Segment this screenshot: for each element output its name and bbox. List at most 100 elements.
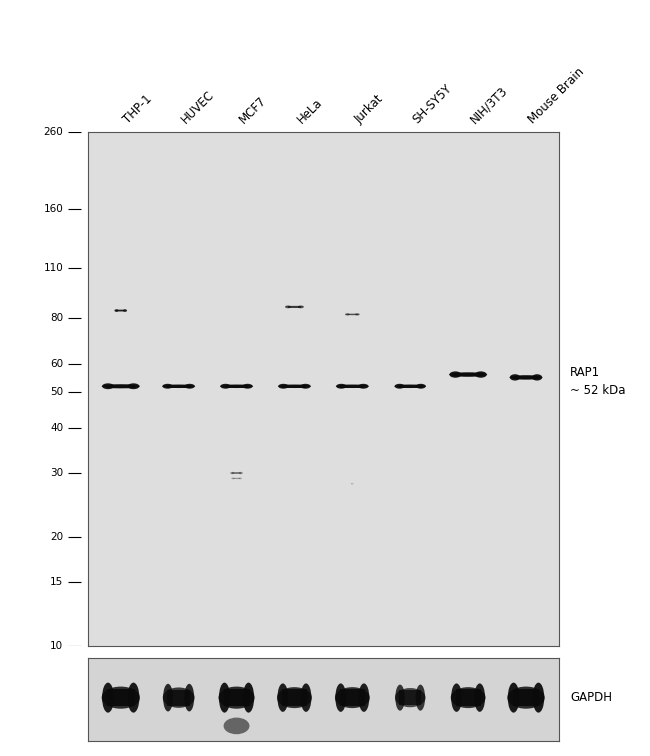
Ellipse shape xyxy=(450,687,486,708)
Text: HUVEC: HUVEC xyxy=(179,88,216,125)
Ellipse shape xyxy=(101,384,140,389)
Ellipse shape xyxy=(185,684,194,711)
Ellipse shape xyxy=(358,384,369,389)
Ellipse shape xyxy=(220,384,231,389)
Ellipse shape xyxy=(532,683,544,713)
Ellipse shape xyxy=(475,371,487,378)
Ellipse shape xyxy=(114,309,127,311)
Bar xyxy=(398,385,422,388)
Text: MCF7: MCF7 xyxy=(237,94,268,125)
Text: 160: 160 xyxy=(44,204,63,214)
Ellipse shape xyxy=(416,384,426,389)
Ellipse shape xyxy=(345,314,359,315)
Bar xyxy=(167,689,190,705)
Bar xyxy=(225,385,248,388)
Bar xyxy=(232,472,241,474)
Ellipse shape xyxy=(230,472,243,474)
Ellipse shape xyxy=(285,305,304,308)
Ellipse shape xyxy=(231,478,242,479)
Ellipse shape xyxy=(359,683,369,712)
Bar xyxy=(107,385,135,388)
Bar xyxy=(287,306,302,308)
Bar xyxy=(347,314,358,315)
Ellipse shape xyxy=(395,385,426,388)
Ellipse shape xyxy=(185,384,195,389)
Text: 40: 40 xyxy=(50,423,63,432)
Ellipse shape xyxy=(285,305,291,308)
Ellipse shape xyxy=(102,683,114,713)
Bar xyxy=(107,689,135,706)
Ellipse shape xyxy=(355,313,359,315)
Ellipse shape xyxy=(278,683,288,712)
Text: RAP1
~ 52 kDa: RAP1 ~ 52 kDa xyxy=(570,366,625,397)
Text: 80: 80 xyxy=(50,313,63,324)
Ellipse shape xyxy=(335,687,370,708)
Ellipse shape xyxy=(277,687,312,708)
Ellipse shape xyxy=(278,384,289,389)
Ellipse shape xyxy=(219,683,230,713)
Ellipse shape xyxy=(532,374,542,380)
Ellipse shape xyxy=(220,385,253,388)
Ellipse shape xyxy=(163,684,173,711)
Ellipse shape xyxy=(351,483,352,485)
Text: 50: 50 xyxy=(50,387,63,398)
Ellipse shape xyxy=(508,683,519,713)
Bar xyxy=(233,478,240,479)
Ellipse shape xyxy=(395,685,405,711)
Text: SH-SY5Y: SH-SY5Y xyxy=(410,82,454,125)
Bar xyxy=(282,689,307,706)
Text: 260: 260 xyxy=(44,127,63,138)
Ellipse shape xyxy=(162,385,195,388)
Ellipse shape xyxy=(474,683,485,712)
Bar xyxy=(352,484,353,485)
Ellipse shape xyxy=(336,385,369,388)
Ellipse shape xyxy=(230,472,234,474)
Ellipse shape xyxy=(300,683,311,712)
Ellipse shape xyxy=(162,384,173,389)
Bar xyxy=(454,373,482,376)
Ellipse shape xyxy=(123,309,127,312)
Ellipse shape xyxy=(218,686,255,708)
Bar xyxy=(341,385,364,388)
Ellipse shape xyxy=(449,372,488,377)
Text: 60: 60 xyxy=(50,358,63,369)
Ellipse shape xyxy=(353,483,354,485)
Bar xyxy=(166,385,190,388)
Bar xyxy=(513,689,540,706)
Bar xyxy=(399,690,421,705)
Text: THP-1: THP-1 xyxy=(121,92,155,125)
Text: 20: 20 xyxy=(50,532,63,542)
Bar xyxy=(224,689,250,706)
Ellipse shape xyxy=(510,374,520,380)
Ellipse shape xyxy=(224,717,250,734)
Ellipse shape xyxy=(508,686,545,708)
Ellipse shape xyxy=(162,687,194,708)
Ellipse shape xyxy=(239,472,242,474)
Text: 110: 110 xyxy=(44,263,63,273)
Ellipse shape xyxy=(278,385,311,388)
Bar xyxy=(283,385,306,388)
Ellipse shape xyxy=(243,683,254,713)
Ellipse shape xyxy=(336,384,346,389)
Ellipse shape xyxy=(335,683,346,712)
Text: GAPDH: GAPDH xyxy=(570,691,612,704)
Text: HeLa: HeLa xyxy=(294,96,324,125)
Ellipse shape xyxy=(231,477,235,479)
Bar xyxy=(456,689,480,706)
Ellipse shape xyxy=(451,683,462,712)
Ellipse shape xyxy=(300,384,311,389)
Ellipse shape xyxy=(114,309,118,312)
Ellipse shape xyxy=(102,383,114,389)
Ellipse shape xyxy=(510,375,543,380)
Ellipse shape xyxy=(127,383,139,389)
Ellipse shape xyxy=(351,483,354,485)
Ellipse shape xyxy=(395,688,426,708)
Text: 10: 10 xyxy=(50,641,63,652)
Ellipse shape xyxy=(415,685,425,711)
Text: Mouse Brain: Mouse Brain xyxy=(526,65,587,125)
Bar xyxy=(514,376,538,380)
Ellipse shape xyxy=(345,313,350,315)
Text: 15: 15 xyxy=(50,578,63,587)
Bar xyxy=(116,310,125,311)
Ellipse shape xyxy=(449,371,462,378)
